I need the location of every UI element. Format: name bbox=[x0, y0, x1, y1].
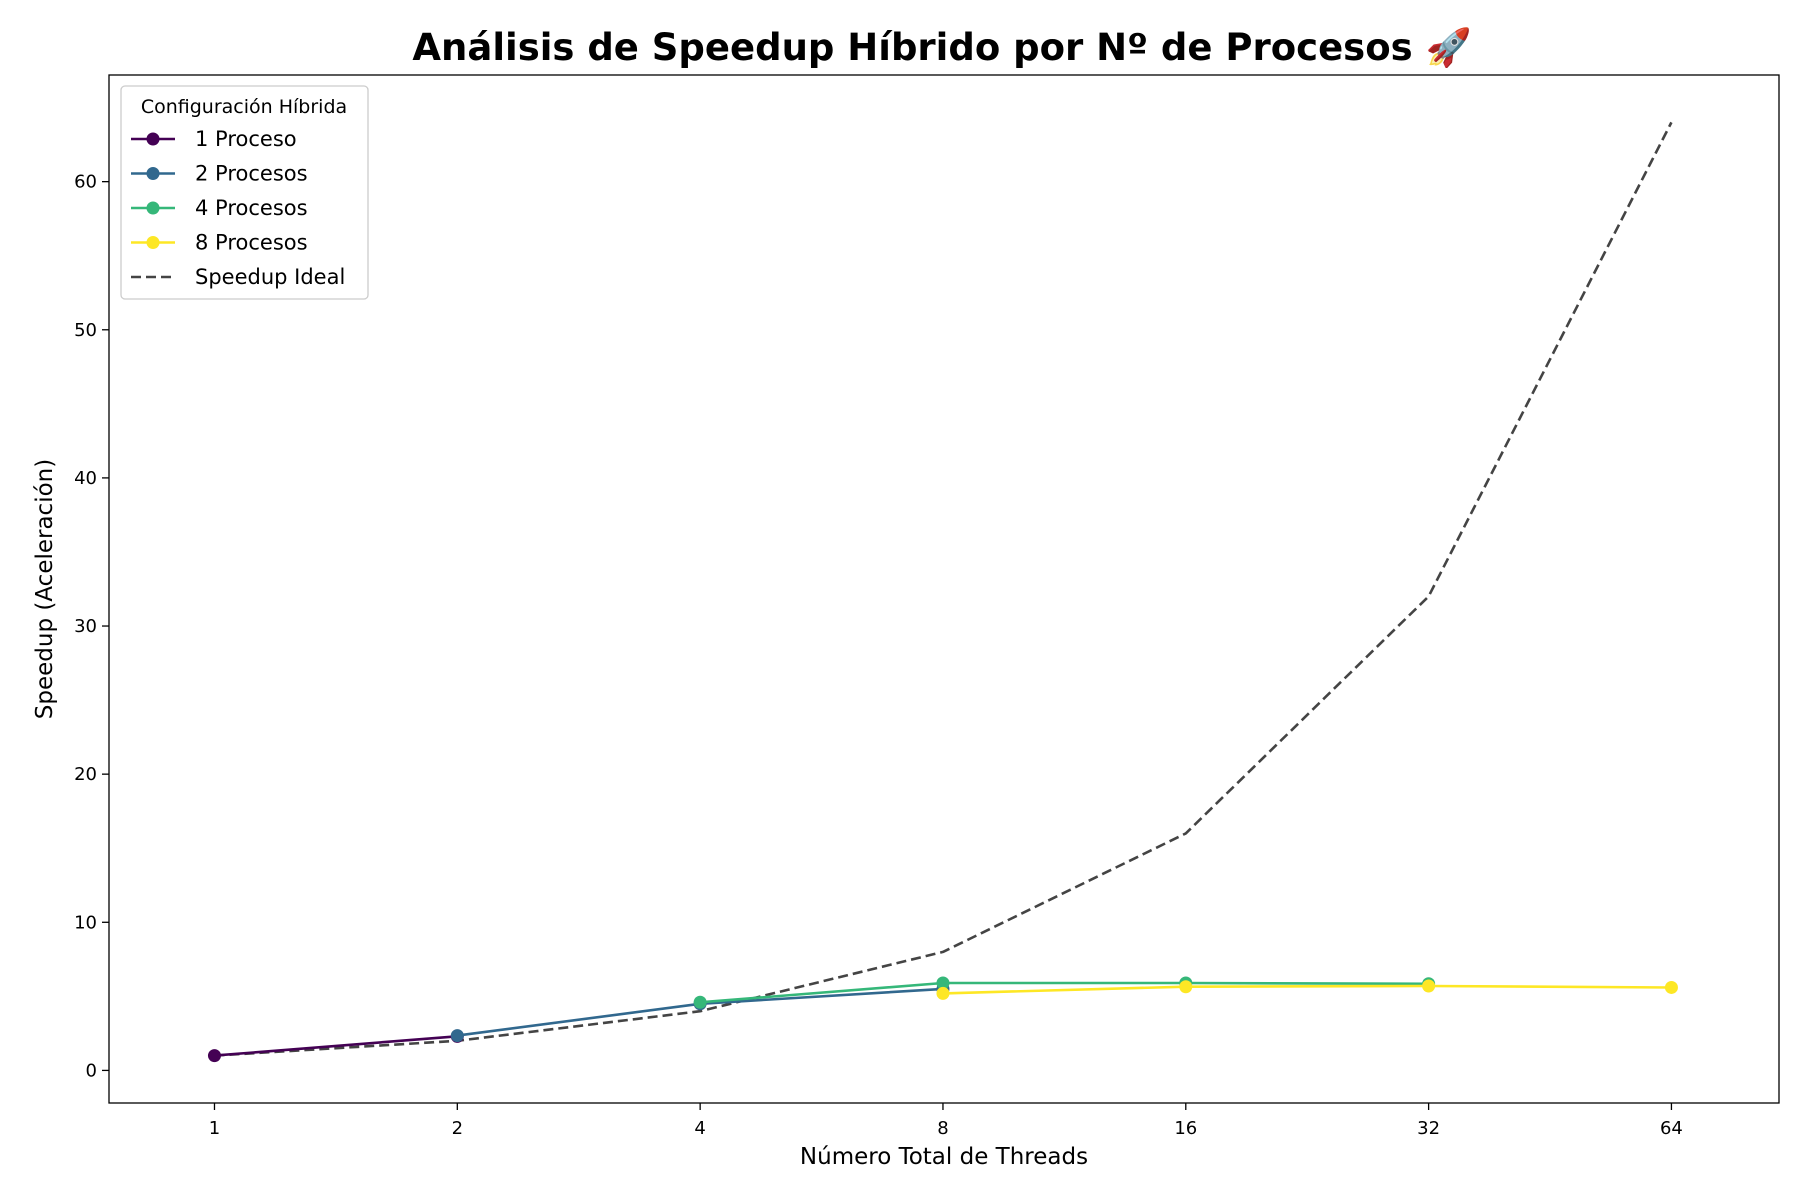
legend-label-4-procesos: 4 Procesos bbox=[195, 196, 308, 220]
legend-label-speedup-ideal: Speedup Ideal bbox=[195, 265, 345, 289]
data-point-4-procesos bbox=[693, 995, 707, 1009]
legend-marker-4-procesos bbox=[146, 201, 160, 215]
x-tick-label: 1 bbox=[209, 1118, 220, 1139]
chart-title: Análisis de Speedup Híbrido por Nº de Pr… bbox=[412, 26, 1471, 69]
x-axis-ticks: 1 2 4 8 16 32 64 bbox=[209, 1103, 1683, 1139]
series-1-proceso bbox=[207, 1029, 464, 1063]
data-point-8-procesos bbox=[936, 986, 950, 1000]
x-tick-label: 64 bbox=[1660, 1118, 1683, 1139]
series-line-4-procesos bbox=[699, 981, 1429, 1004]
data-point-8-procesos bbox=[1422, 979, 1436, 993]
series-line-1-proceso bbox=[214, 1035, 458, 1057]
legend-marker-2-procesos bbox=[146, 167, 160, 180]
legend-title: Configuración Híbrida bbox=[141, 96, 347, 118]
y-tick-label: 30 bbox=[74, 616, 97, 637]
series-layer bbox=[207, 121, 1678, 1063]
legend-label-8-procesos: 8 Procesos bbox=[195, 231, 308, 255]
y-tick-label: 50 bbox=[74, 320, 97, 341]
data-point-1-proceso bbox=[207, 1049, 221, 1063]
series-line-speedup-ideal bbox=[214, 121, 1673, 1057]
y-tick-label: 60 bbox=[74, 172, 97, 193]
data-point-4-procesos bbox=[936, 976, 950, 990]
legend-marker-8-procesos bbox=[146, 236, 160, 249]
plot-area-frame bbox=[108, 74, 1780, 1104]
x-tick-label: 32 bbox=[1417, 1118, 1440, 1139]
data-point-2-procesos bbox=[450, 1029, 464, 1043]
x-tick-label: 2 bbox=[452, 1118, 463, 1139]
legend-entries: 1 Proceso 2 Procesos 4 Procesos 8 Procesos S… bbox=[131, 127, 345, 289]
y-tick-label: 0 bbox=[86, 1060, 97, 1081]
legend-label-1-proceso: 1 Proceso bbox=[195, 127, 297, 151]
series-8-procesos bbox=[936, 979, 1678, 1000]
legend-box bbox=[120, 85, 369, 300]
legend: Configuración Híbrida 1 Proceso 2 Proceso… bbox=[120, 85, 369, 300]
x-tick-label: 4 bbox=[694, 1118, 705, 1139]
data-point-8-procesos bbox=[1179, 980, 1193, 994]
x-axis-label: Número Total de Threads bbox=[800, 1144, 1088, 1170]
x-tick-label: 8 bbox=[937, 1118, 948, 1139]
data-point-8-procesos bbox=[1664, 980, 1678, 994]
y-axis-ticks: 0 10 20 30 40 50 60 bbox=[74, 172, 109, 1081]
series-4-procesos bbox=[693, 976, 1436, 1009]
legend-marker-1-proceso bbox=[146, 132, 160, 146]
legend-label-2-procesos: 2 Procesos bbox=[195, 162, 308, 186]
series-line-8-procesos bbox=[942, 984, 1672, 995]
x-tick-label: 16 bbox=[1174, 1118, 1197, 1139]
series-speedup-ideal bbox=[214, 121, 1673, 1057]
y-tick-label: 40 bbox=[74, 468, 97, 489]
y-axis-label: Speedup (Aceleración) bbox=[32, 459, 58, 719]
y-tick-label: 10 bbox=[74, 912, 97, 933]
y-tick-label: 20 bbox=[74, 764, 97, 785]
